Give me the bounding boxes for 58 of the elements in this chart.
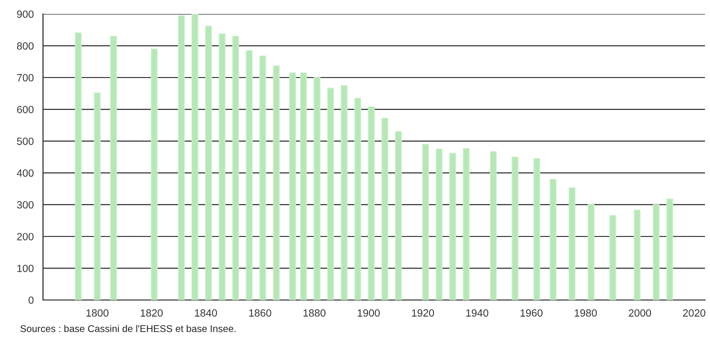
bar: [368, 106, 375, 300]
bar: [436, 148, 443, 300]
bar: [490, 151, 497, 300]
x-tick-label: 1800: [86, 309, 108, 317]
x-tick-label: 1980: [574, 309, 597, 317]
bar: [300, 72, 307, 300]
y-tick-label: 100: [17, 264, 34, 272]
bar: [327, 88, 334, 300]
y-tick-label: 400: [16, 169, 34, 177]
bar: [314, 77, 320, 300]
bar: [462, 148, 470, 300]
x-tick-label: 1940: [466, 309, 488, 317]
x-tick-label: 1960: [520, 309, 543, 317]
x-tick-label: 1820: [140, 309, 163, 317]
x-tick-label: 1880: [304, 309, 326, 317]
y-tick-label: 800: [17, 42, 34, 50]
y-tick-label: 0: [28, 296, 34, 304]
y-tick-label: 900: [17, 10, 34, 18]
bar: [666, 198, 674, 300]
bar: [272, 65, 280, 300]
y-tick-label: 700: [17, 74, 34, 82]
bar: [259, 56, 266, 300]
bar: [110, 36, 117, 300]
bar: [232, 36, 240, 300]
bar: [354, 98, 362, 300]
y-tick-label: 500: [17, 138, 34, 145]
bar: [74, 32, 82, 300]
bar: [192, 14, 198, 300]
bar: [609, 215, 616, 300]
bar: [178, 15, 185, 300]
x-tick-label: 2000: [628, 309, 652, 317]
x-tick-label: 2020: [683, 309, 706, 317]
bar: [634, 210, 641, 300]
bar: [381, 118, 388, 300]
x-tick-label: 1840: [194, 309, 217, 317]
y-tick-label: 300: [16, 201, 34, 209]
y-tick-label: 200: [17, 232, 34, 240]
bar: [652, 204, 660, 300]
bar: [218, 33, 226, 300]
bar: [550, 178, 556, 300]
bar: [568, 187, 576, 300]
bar: [422, 144, 429, 300]
bar: [289, 72, 296, 300]
source-note: Sources : base Cassini de l'EHESS et base Insee.: [20, 324, 236, 332]
bar: [94, 92, 101, 300]
x-tick-label: 1900: [358, 309, 380, 317]
x-tick-label: 1860: [249, 309, 272, 317]
bar: [205, 26, 212, 300]
bar: [340, 85, 348, 300]
bar: [533, 158, 540, 300]
bar: [588, 204, 594, 300]
bar: [246, 50, 253, 300]
bar: [150, 48, 158, 300]
y-tick-label: 600: [17, 106, 34, 114]
x-tick-label: 1920: [412, 309, 434, 317]
bar: [395, 131, 402, 300]
bar: [512, 156, 518, 300]
bar: [449, 152, 456, 300]
